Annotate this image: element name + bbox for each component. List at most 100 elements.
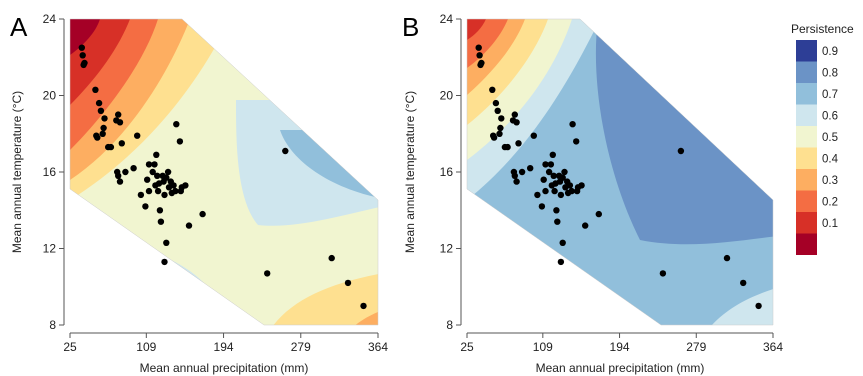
data-point-b-36 [553,207,560,214]
y-tick-label-b-24: 24 [440,12,454,26]
data-point-a-37 [157,218,165,225]
x-tick-label-a-279: 279 [291,340,311,354]
data-point-a-60 [344,279,352,287]
y-tick-label-a-12: 12 [43,242,57,256]
data-point-a-57 [282,147,289,155]
y-tick-label-b-8: 8 [446,318,453,332]
y-tick-label-b-12: 12 [440,242,454,256]
y-tick-label-b-16: 16 [440,165,454,179]
data-point-a-5 [95,99,103,107]
contour-fill-a [70,19,378,325]
y-tick-label-a-20: 20 [43,89,57,103]
data-point-b-17 [515,140,522,147]
data-point-b-49 [573,138,580,145]
points-a [78,44,367,310]
data-point-a-41 [163,174,170,181]
legend-swatch-8 [796,212,817,234]
data-point-b-59 [723,254,731,262]
data-point-b-8 [497,124,504,132]
legend-label-1: 0.8 [822,67,838,79]
data-point-a-20 [116,178,124,185]
data-point-b-3 [478,59,485,67]
data-point-a-26 [144,176,151,183]
legend-swatch-6 [796,169,817,191]
data-point-b-28 [542,187,549,195]
y-axis-label-b: Mean annual temperature (°C) [403,91,417,253]
panel-letter-b: B [402,12,419,42]
data-point-a-52 [182,182,189,189]
data-point-a-56 [199,210,206,218]
data-point-b-29 [545,168,553,176]
legend-swatch-1 [796,61,817,83]
data-point-a-55 [161,258,168,266]
data-point-b-32 [549,151,556,158]
data-point-b-21 [518,168,526,176]
panel-b: 8 12 16 20 24 25 109 194 279 364 B Mean annual te… [402,12,783,375]
domain-outline-a [69,18,379,326]
data-point-a-27 [145,161,153,168]
data-point-b-58 [659,270,667,277]
data-point-b-19 [511,172,518,179]
data-point-b-25 [538,203,546,210]
x-tick-label-a-364: 364 [368,340,388,354]
y-tick-label-b-20: 20 [440,89,454,103]
data-point-b-57 [677,147,685,155]
data-point-a-1 [79,52,86,59]
legend-label-5: 0.4 [822,153,839,165]
data-point-b-11 [490,134,498,141]
legend-label-3: 0.6 [822,110,838,122]
data-point-b-55 [557,258,565,266]
x-tick-label-b-109: 109 [533,340,553,354]
data-point-a-24 [137,191,145,199]
data-point-a-19 [115,172,122,179]
data-point-a-21 [122,168,129,176]
data-point-a-8 [100,124,107,132]
data-point-b-27 [542,161,549,168]
data-point-b-24 [534,191,541,199]
data-point-b-52 [578,182,585,189]
legend-swatch-0 [796,40,817,62]
data-point-b-37 [554,218,561,225]
data-point-a-6 [97,107,105,115]
x-tick-label-a-25: 25 [63,340,77,354]
data-point-a-46 [170,182,177,189]
data-point-b-30 [547,161,555,168]
x-axis-label-b: Mean annual precipitation (mm) [536,361,705,375]
legend-swatch-2 [796,83,817,105]
data-point-b-26 [540,176,547,183]
data-point-a-22 [130,165,137,172]
data-point-a-59 [328,254,335,262]
panel-a: 8 12 16 20 24 25 109 194 279 364 A Mean annual te… [10,12,388,375]
persistence-legend: Persistence 0.9 0.8 0.7 0.6 0.5 0.4 0.3 0.2 0.1 [791,22,854,255]
data-point-a-32 [153,151,160,158]
points-b [475,44,762,310]
data-point-b-33 [550,172,557,179]
legend-label-4: 0.5 [822,132,838,144]
y-tick-label-a-8: 8 [49,318,56,332]
data-point-b-48 [569,121,576,128]
legend-label-8: 0.1 [822,218,838,230]
data-point-b-42 [561,168,568,176]
data-point-a-36 [156,207,164,214]
data-point-a-47 [172,187,179,195]
data-point-a-4 [92,86,99,94]
data-point-a-3 [81,59,88,67]
data-point-a-11 [94,134,101,141]
data-point-b-46 [566,182,574,189]
x-tick-label-b-364: 364 [763,340,783,354]
legend-swatch-4 [796,126,817,148]
domain-outline-b [466,18,774,326]
data-point-b-47 [568,187,575,195]
y-tick-label-a-16: 16 [43,165,57,179]
data-point-a-0 [78,44,86,51]
x-tick-label-b-194: 194 [610,340,630,354]
legend-label-2: 0.7 [822,89,838,101]
x-axis-label-a: Mean annual precipitation (mm) [140,361,309,375]
data-point-b-13 [504,143,511,151]
data-point-a-13 [107,143,115,151]
data-point-a-25 [142,203,149,210]
x-tick-label-b-25: 25 [460,340,474,354]
data-point-a-53 [185,222,193,229]
data-point-b-5 [492,99,500,107]
legend-items: 0.9 0.8 0.7 0.6 0.5 0.4 0.3 0.2 0.1 [796,40,839,255]
